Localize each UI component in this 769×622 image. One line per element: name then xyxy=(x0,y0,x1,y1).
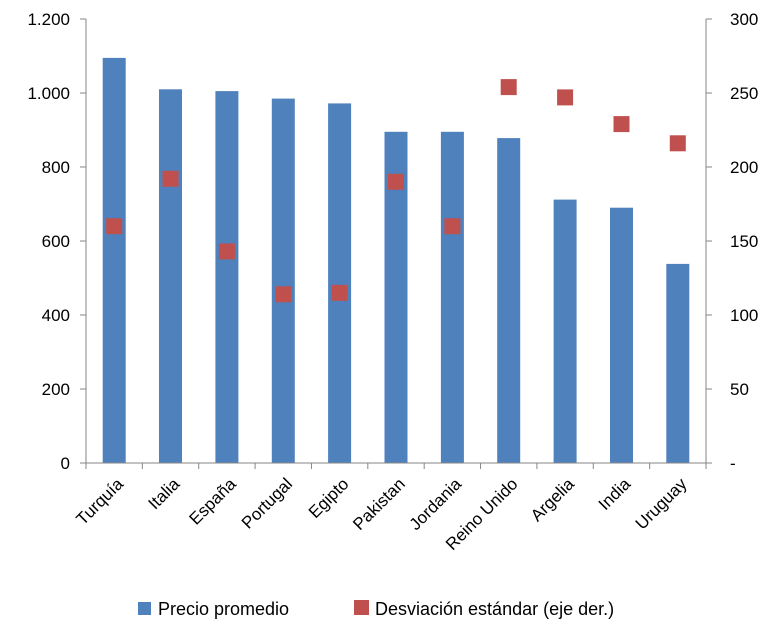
right-tick-label-6: 300 xyxy=(730,10,758,29)
legend-label-precio: Precio promedio xyxy=(158,599,289,619)
bar-5 xyxy=(384,131,408,464)
bar-2 xyxy=(215,91,239,463)
right-tick-label-1: 50 xyxy=(730,380,749,399)
marker-9 xyxy=(613,116,630,133)
bar-8 xyxy=(553,199,577,463)
left-tick-label-5: 1.000 xyxy=(27,84,70,103)
left-tick-label-0: 0 xyxy=(61,454,70,473)
marker-6 xyxy=(444,218,461,235)
marker-series xyxy=(106,79,686,303)
marker-3 xyxy=(275,286,292,303)
right-tick-label-3: 150 xyxy=(730,232,758,251)
marker-4 xyxy=(331,284,348,301)
marker-10 xyxy=(669,135,686,152)
left-tick-label-3: 600 xyxy=(42,232,70,251)
marker-5 xyxy=(388,173,404,190)
marker-7 xyxy=(500,79,517,96)
right-tick-label-4: 200 xyxy=(730,158,758,177)
right-tick-label-2: 100 xyxy=(730,306,758,325)
marker-8 xyxy=(557,89,574,106)
legend-swatch-precio xyxy=(138,602,151,615)
left-tick-label-2: 400 xyxy=(42,306,70,325)
left-tick-label-1: 200 xyxy=(42,380,70,399)
bar-0 xyxy=(102,57,126,464)
marker-2 xyxy=(218,243,235,260)
bar-7 xyxy=(497,138,521,463)
x-category-label-9: India xyxy=(595,474,635,514)
x-category-label-0: Turquía xyxy=(73,474,128,529)
left-tick-label-6: 1.200 xyxy=(27,10,70,29)
bar-series xyxy=(102,57,690,464)
x-category-label-3: Portugal xyxy=(238,474,296,532)
x-category-label-10: Uruguay xyxy=(632,474,691,533)
left-tick-label-4: 800 xyxy=(42,158,70,177)
marker-1 xyxy=(162,170,179,187)
right-tick-label-5: 250 xyxy=(730,84,758,103)
x-category-label-8: Argelia xyxy=(527,474,578,525)
right-tick-label-0: - xyxy=(730,454,736,473)
bar-6 xyxy=(440,131,464,464)
bar-9 xyxy=(610,207,633,463)
marker-0 xyxy=(106,218,123,235)
x-category-label-4: Egipto xyxy=(305,474,353,522)
legend: Precio promedio Desviación estándar (eje… xyxy=(138,599,614,619)
bar-4 xyxy=(328,103,352,464)
legend-label-desviacion: Desviación estándar (eje der.) xyxy=(375,599,614,619)
right-axis-ticks: - 50 100 150 200 250 300 xyxy=(706,10,758,473)
x-category-label-5: Pakistan xyxy=(349,474,409,534)
bar-1 xyxy=(159,89,182,464)
x-category-label-2: España xyxy=(186,474,241,529)
bar-3 xyxy=(271,98,295,463)
legend-swatch-desviacion xyxy=(354,600,369,615)
bar-10 xyxy=(666,263,690,463)
x-category-label-1: Italia xyxy=(145,474,184,513)
left-axis-ticks: 0 200 400 600 800 1.000 1.200 xyxy=(27,10,86,473)
